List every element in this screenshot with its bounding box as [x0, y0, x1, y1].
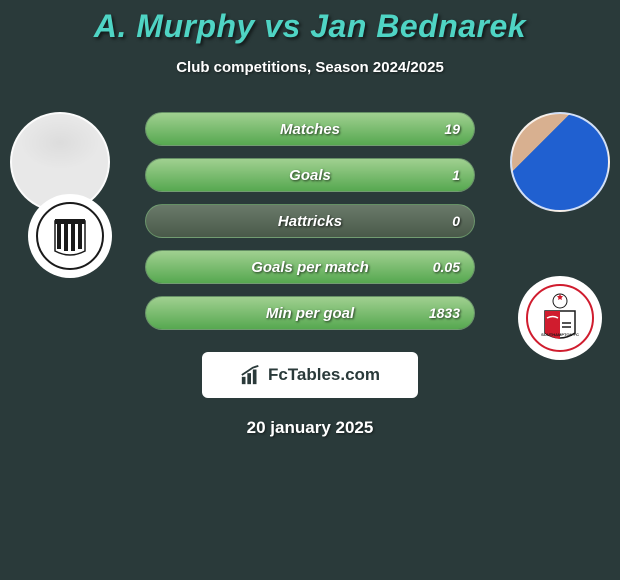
stat-value-right: 1833 [429, 305, 460, 321]
stat-row: Hattricks 0 [145, 204, 475, 238]
stat-row: Goals per match 0.05 [145, 250, 475, 284]
stat-row: Matches 19 [145, 112, 475, 146]
page-title: A. Murphy vs Jan Bednarek [0, 8, 620, 45]
stat-label: Goals per match [251, 259, 369, 276]
stat-value-right: 0 [452, 213, 460, 229]
club-badge-right: SOUTHAMPTON FC [518, 276, 602, 360]
stat-row: Min per goal 1833 [145, 296, 475, 330]
club-badge-left [28, 194, 112, 278]
footer-brand-text: FcTables.com [268, 365, 380, 385]
footer-brand[interactable]: FcTables.com [202, 352, 418, 398]
svg-text:SOUTHAMPTON FC: SOUTHAMPTON FC [541, 332, 579, 337]
stat-label: Matches [280, 121, 340, 138]
chart-icon [240, 364, 262, 386]
southampton-badge-icon: SOUTHAMPTON FC [525, 283, 595, 353]
stat-rows: Matches 19 Goals 1 Hattricks 0 Goals per match… [145, 112, 475, 330]
player-avatar-right [510, 112, 610, 212]
comparison-card: A. Murphy vs Jan Bednarek Club competiti… [0, 0, 620, 580]
subtitle: Club competitions, Season 2024/2025 [0, 59, 620, 76]
stat-value-right: 19 [444, 121, 460, 137]
stat-value-right: 1 [452, 167, 460, 183]
stat-value-right: 0.05 [433, 259, 460, 275]
stat-label: Min per goal [266, 305, 354, 322]
stat-label: Goals [289, 167, 331, 184]
stat-row: Goals 1 [145, 158, 475, 192]
footer-date: 20 january 2025 [0, 418, 620, 438]
newcastle-badge-icon [35, 201, 105, 271]
stats-area: SOUTHAMPTON FC Matches 19 Goals 1 Hattricks 0… [0, 112, 620, 342]
stat-label: Hattricks [278, 213, 342, 230]
